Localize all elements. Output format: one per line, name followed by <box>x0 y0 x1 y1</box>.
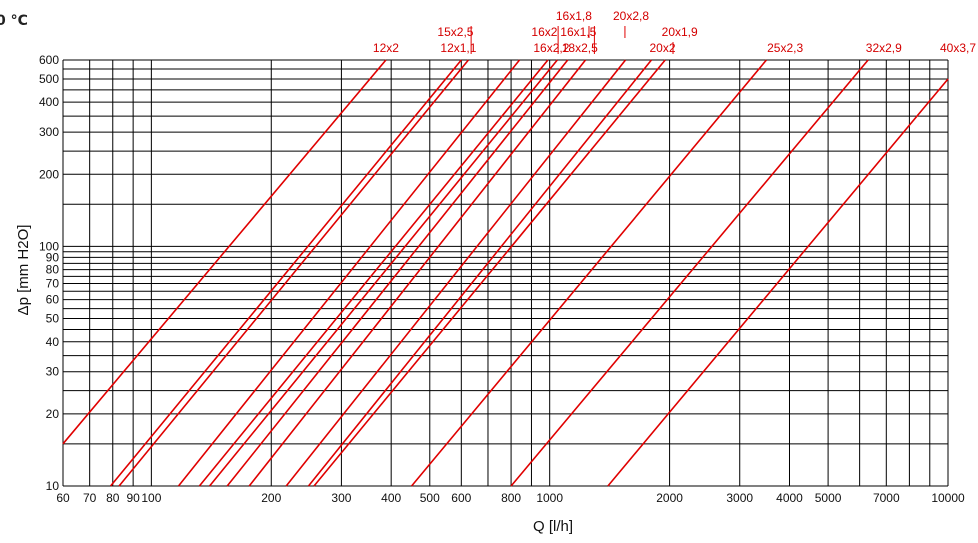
x-tick-label: 200 <box>261 491 281 505</box>
y-tick-label: 500 <box>39 72 59 86</box>
y-tick-label: 70 <box>46 277 60 291</box>
x-tick-label: 3000 <box>726 491 753 505</box>
y-tick-label: 100 <box>39 239 59 253</box>
series-line <box>198 59 549 487</box>
x-tick-labels: 60 70 80 90 100 200 300 400 500 600 800 1000 2000 300… <box>56 491 965 505</box>
series-label: 15x2,5 <box>437 25 473 39</box>
y-tick-label: 600 <box>39 53 59 67</box>
series-label: 12x1,1 <box>440 41 476 55</box>
series-label: 18x2,5 <box>562 41 598 55</box>
x-tick-label: 60 <box>56 491 70 505</box>
x-tick-label: 80 <box>106 491 120 505</box>
x-tick-label: 800 <box>501 491 521 505</box>
y-tick-label: 80 <box>46 263 60 277</box>
series-line <box>307 59 653 487</box>
x-tick-label: 4000 <box>776 491 803 505</box>
x-tick-label: 7000 <box>873 491 900 505</box>
x-tick-label: 600 <box>451 491 471 505</box>
series-line <box>607 78 949 487</box>
series-line <box>285 59 627 487</box>
y-tick-label: 200 <box>39 167 59 181</box>
x-tick-label: 500 <box>420 491 440 505</box>
y-tick-label: 300 <box>39 125 59 139</box>
series-line <box>62 59 387 445</box>
series-label: 16x1,8 <box>556 9 592 23</box>
series-label: 32x2,9 <box>866 41 902 55</box>
series-label: 40x3,7 <box>940 41 976 55</box>
series-label: 20x2 <box>650 41 676 55</box>
x-tick-label: 1000 <box>536 491 563 505</box>
x-tick-label: 400 <box>381 491 401 505</box>
y-tick-label: 10 <box>46 479 60 493</box>
series-line <box>510 59 869 487</box>
x-tick-label: 100 <box>141 491 161 505</box>
chart-title: 0 °C <box>0 13 28 29</box>
series-line <box>208 59 558 487</box>
y-tick-label: 20 <box>46 407 60 421</box>
series-label: 12x2 <box>373 41 399 55</box>
y-tick-label: 90 <box>46 250 60 264</box>
y-tick-label: 400 <box>39 95 59 109</box>
series-line <box>410 59 768 487</box>
x-tick-label: 300 <box>331 491 351 505</box>
series-labels: 12x2 12x1,1 15x2,5 16x2,2 16x2 16x1,8 16x1,5 18… <box>373 9 976 55</box>
series-line <box>109 59 462 487</box>
series-label: 16x2 <box>531 25 557 39</box>
series-label: 25x2,3 <box>767 41 803 55</box>
series-line <box>177 59 521 487</box>
series-label: 16x2,2 <box>533 41 569 55</box>
x-tick-label: 70 <box>83 491 97 505</box>
x-axis-label: Q [l/h] <box>533 518 573 535</box>
x-tick-label: 2000 <box>656 491 683 505</box>
series-label: 16x1,5 <box>560 25 596 39</box>
x-tick-label: 5000 <box>815 491 842 505</box>
x-tick-label: 10000 <box>931 491 965 505</box>
y-axis-label: Δp [mm H2O] <box>15 225 32 316</box>
series-line <box>118 59 470 487</box>
series-label: 20x2,8 <box>613 9 649 23</box>
y-tick-label: 60 <box>46 293 60 307</box>
series-lines <box>62 59 949 487</box>
y-tick-label: 30 <box>46 365 60 379</box>
x-tick-label: 90 <box>126 491 140 505</box>
series-label: 20x1,9 <box>662 25 698 39</box>
y-tick-label: 50 <box>46 312 60 326</box>
series-line <box>226 59 569 487</box>
series-line <box>248 59 587 487</box>
series-line <box>313 59 666 487</box>
y-tick-label: 40 <box>46 335 60 349</box>
